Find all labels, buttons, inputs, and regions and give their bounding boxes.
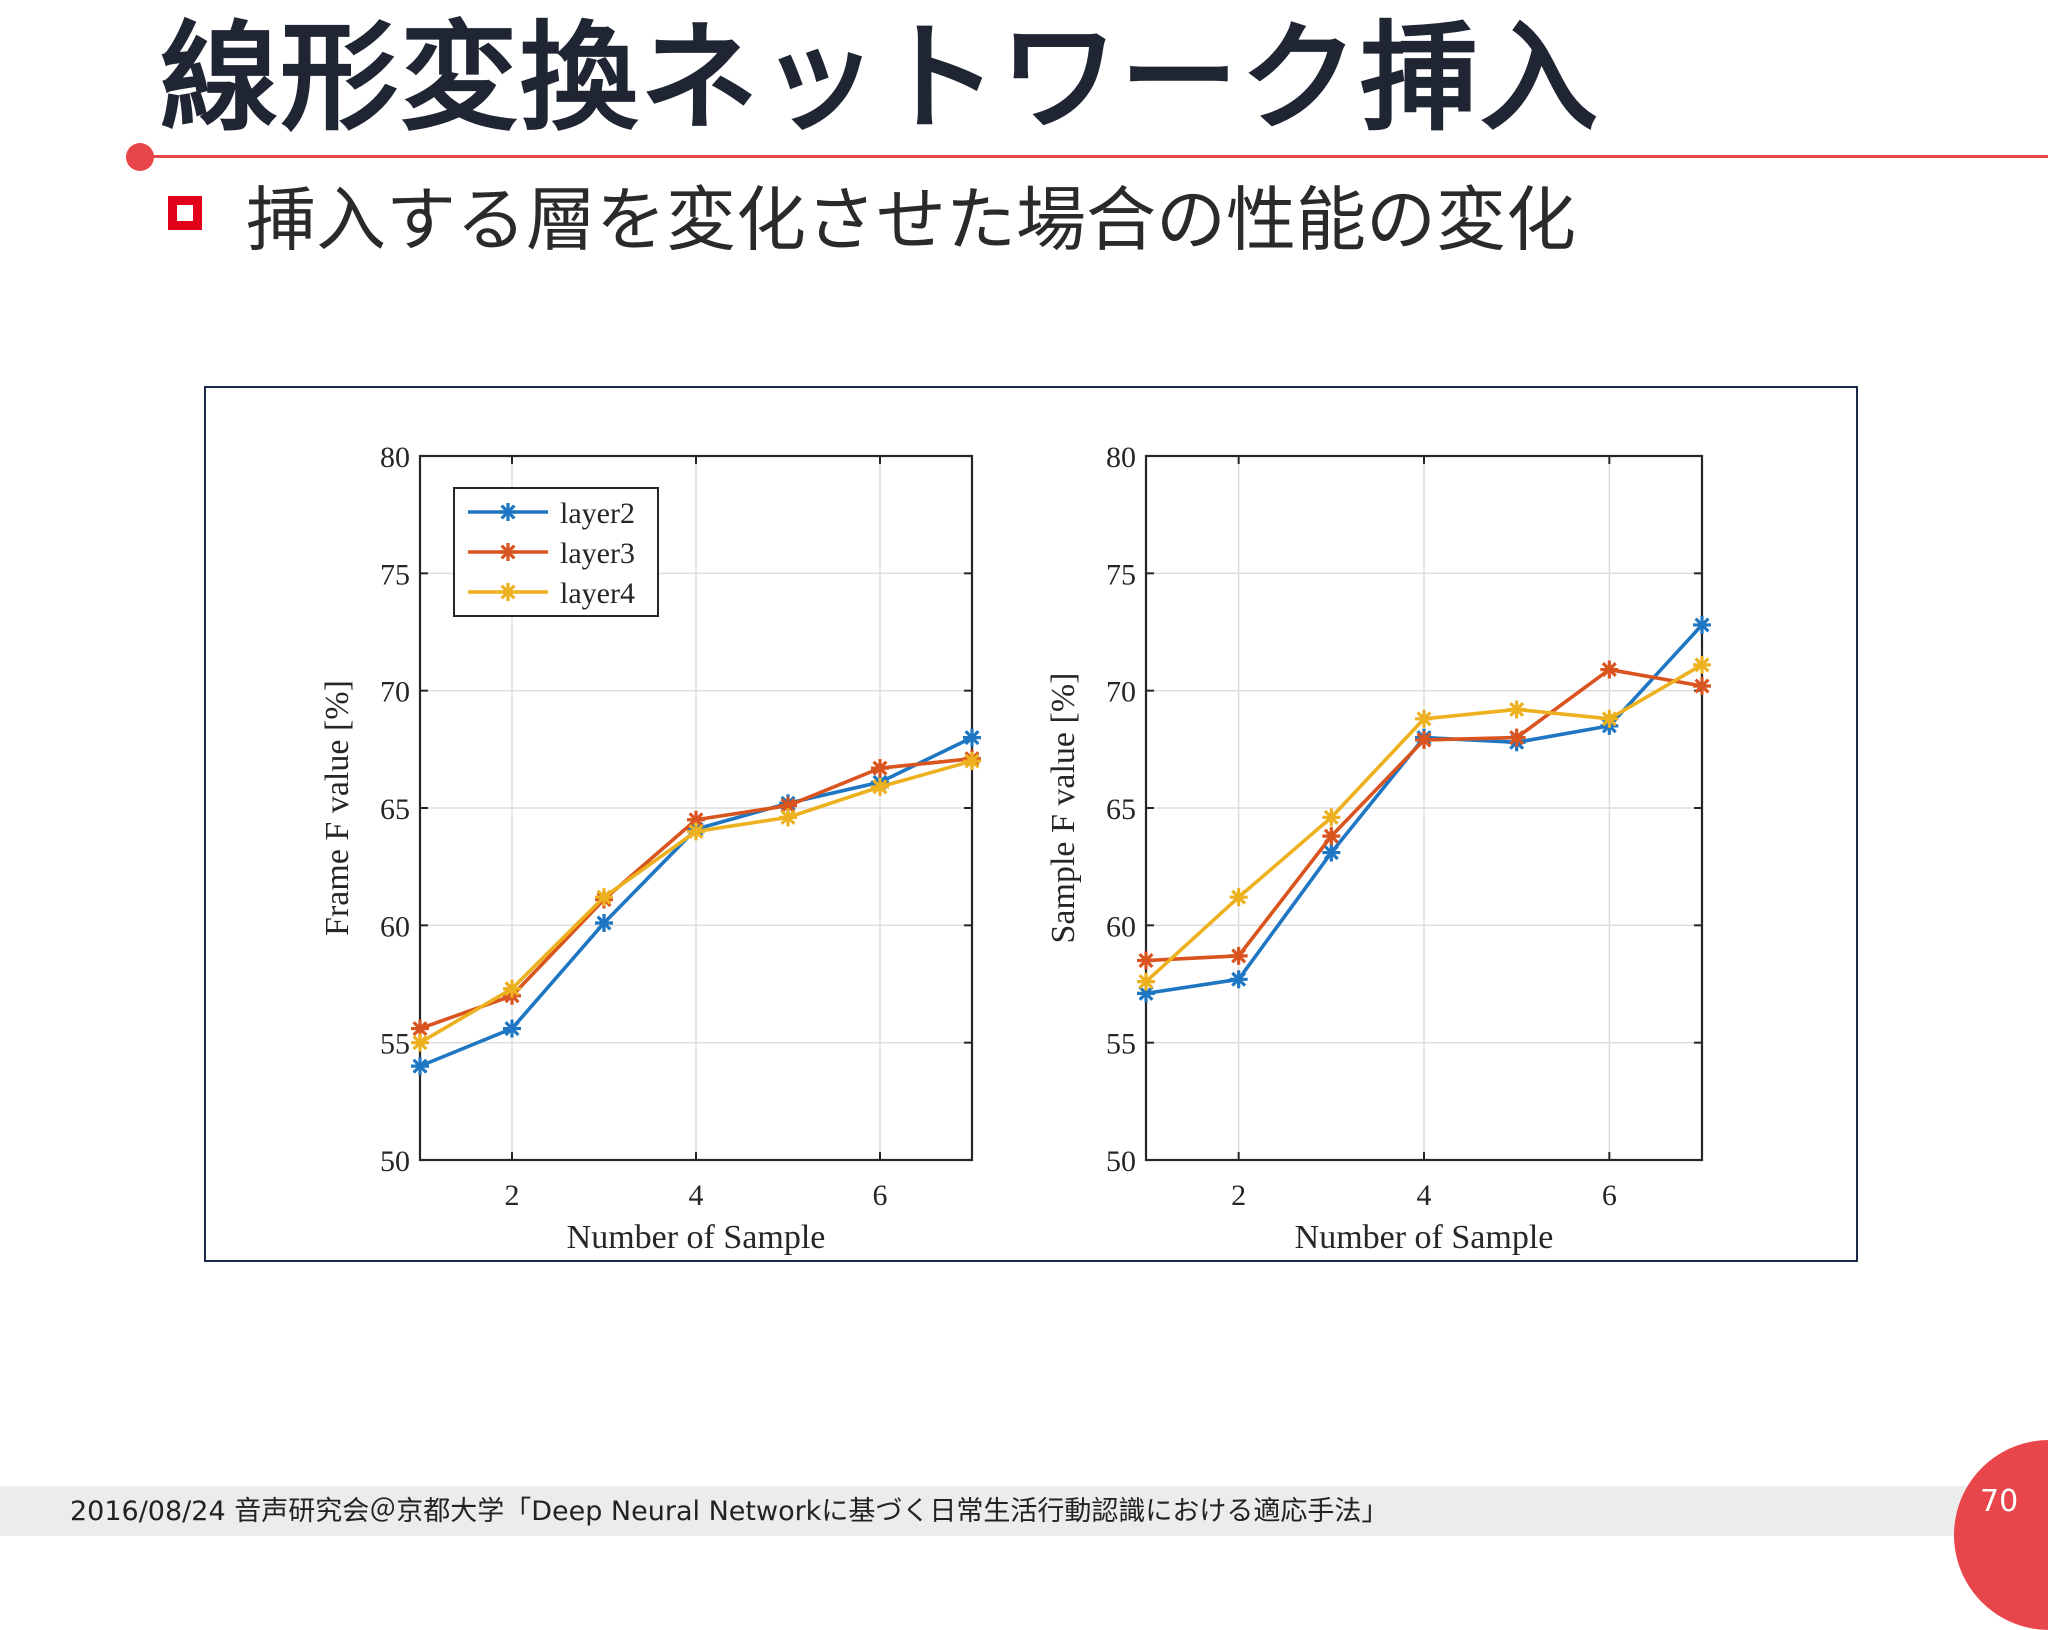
footer-text: 2016/08/24 音声研究会＠京都大学「Deep Neural Networ… [70,1496,1389,1527]
data-point-layer3 [1507,728,1526,747]
data-point-layer4 [687,822,705,841]
data-point-layer2 [963,728,981,747]
data-point-layer3 [1322,827,1341,846]
legend-label-layer3: layer3 [560,537,635,570]
y-tick-label: 60 [380,910,410,943]
data-point-layer4 [963,752,981,771]
data-point-layer3 [411,1019,429,1038]
data-point-layer3 [1229,946,1248,965]
y-axis-label: Frame F value [%] [319,680,356,936]
x-tick-label: 4 [689,1179,704,1212]
data-point-layer4 [1507,700,1526,719]
legend-marker-layer4 [499,583,517,601]
y-tick-label: 55 [380,1028,410,1061]
page-number: 70 [1980,1484,2019,1519]
data-point-layer4 [411,1033,429,1052]
data-point-layer3 [1693,676,1711,695]
x-tick-label: 2 [505,1179,520,1212]
x-axis-label: Number of Sample [567,1219,826,1256]
bullet-square-icon [168,196,202,230]
slide-title: 線形変換ネットワーク挿入 [160,9,1601,147]
y-tick-label: 70 [1106,676,1136,709]
x-tick-label: 2 [1231,1179,1246,1212]
y-tick-label: 55 [1106,1028,1136,1061]
data-point-layer4 [779,808,797,827]
data-point-layer2 [1322,843,1341,862]
data-point-layer3 [1600,660,1619,679]
data-point-layer4 [871,777,889,796]
x-tick-label: 6 [873,1179,888,1212]
y-axis-label: Sample F value [%] [1045,673,1082,944]
data-point-layer2 [1229,970,1248,989]
data-point-layer2 [595,913,613,932]
y-tick-label: 50 [1106,1145,1136,1178]
legend-label-layer2: layer2 [560,497,635,530]
data-point-layer4 [1137,972,1155,991]
data-point-layer2 [411,1057,429,1076]
y-tick-label: 70 [380,676,410,709]
legend-label-layer4: layer4 [560,577,635,610]
y-tick-label: 75 [380,558,410,591]
data-point-layer2 [503,1019,521,1038]
x-axis-label: Number of Sample [1295,1219,1554,1256]
legend-marker-layer2 [499,503,517,521]
y-tick-label: 65 [1106,793,1136,826]
data-point-layer4 [1600,709,1619,728]
footer-band [0,1486,2048,1536]
x-tick-label: 4 [1417,1179,1432,1212]
bullet-text: 挿入する層を変化させた場合の性能の変化 [246,179,1576,261]
data-point-layer4 [503,979,521,998]
data-point-layer4 [1322,808,1341,827]
data-point-layer4 [1693,655,1711,674]
y-tick-label: 60 [1106,910,1136,943]
page-number-badge [1954,1440,2048,1630]
charts-svg: 50 55 60 65 70 75 80 2 4 6 Number of Sample Frame F… [319,441,1711,1256]
y-tick-label: 65 [380,793,410,826]
data-point-layer4 [595,888,613,907]
y-tick-label: 75 [1106,558,1136,591]
y-tick-label: 80 [1106,441,1136,474]
y-tick-label: 50 [380,1145,410,1178]
chart-figure: 50 55 60 65 70 75 80 2 4 6 Number of Sample Frame F… [204,386,1858,1262]
data-point-layer4 [1415,709,1433,728]
data-point-layer3 [871,759,889,778]
data-point-layer2 [1693,615,1711,634]
y-tick-label: 80 [380,441,410,474]
legend-marker-layer3 [499,543,517,561]
data-point-layer3 [1415,730,1433,749]
title-rule [140,155,2048,158]
data-point-layer4 [1229,888,1248,907]
data-point-layer3 [1137,951,1155,970]
x-tick-label: 6 [1602,1179,1617,1212]
